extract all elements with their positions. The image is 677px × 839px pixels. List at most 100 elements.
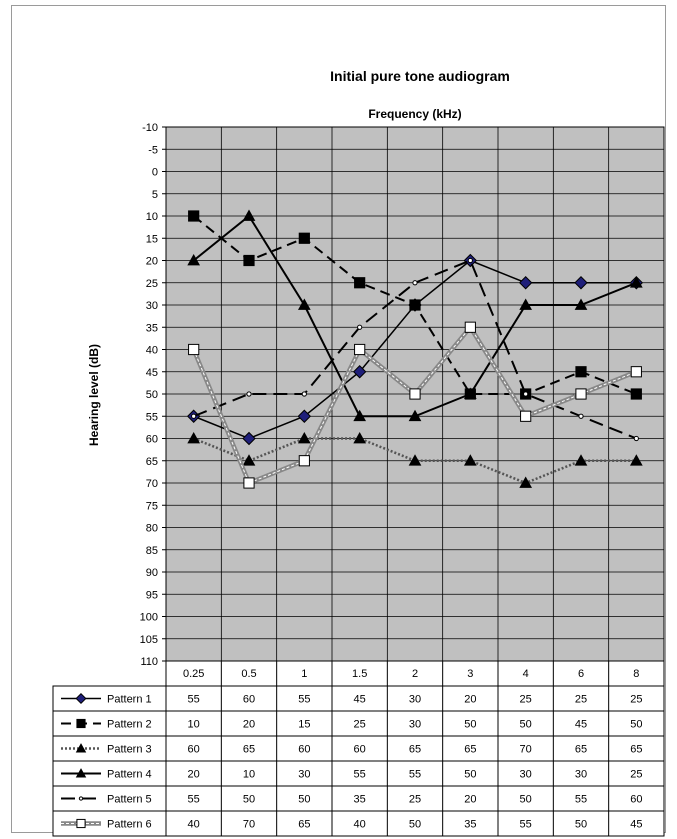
y-axis-label: Hearing level (dB)	[87, 344, 101, 446]
x-tick-label: 4	[523, 668, 529, 680]
data-point	[630, 388, 642, 400]
y-tick-label: 85	[146, 545, 158, 557]
table-cell: 25	[354, 719, 366, 731]
data-point	[188, 210, 200, 222]
x-tick-label: 1	[301, 668, 307, 680]
data-point	[242, 431, 256, 446]
legend-label: Pattern 6	[107, 819, 152, 831]
data-point	[352, 365, 367, 379]
data-point	[297, 298, 311, 310]
data-point	[191, 413, 197, 419]
y-tick-label: 70	[146, 478, 158, 490]
table-cell: 50	[243, 794, 255, 806]
table-cell: 50	[575, 819, 587, 831]
table-cell: 20	[243, 719, 255, 731]
x-tick-label: 2	[412, 668, 418, 680]
table-cell: 30	[575, 769, 587, 781]
table-cell: 55	[188, 794, 200, 806]
y-tick-label: 75	[146, 500, 158, 512]
data-point	[301, 391, 307, 397]
data-point	[519, 298, 533, 310]
y-tick-label: 55	[146, 411, 158, 423]
table-cell: 65	[575, 744, 587, 756]
table-cell: 55	[575, 794, 587, 806]
data-point	[467, 257, 473, 264]
table-cell: 55	[188, 694, 200, 706]
y-tick-label: 0	[152, 167, 158, 179]
table-cell: 70	[243, 819, 255, 831]
data-point	[243, 477, 255, 489]
table-cell: 60	[243, 694, 255, 706]
legend-label: Pattern 2	[107, 719, 152, 731]
y-tick-label: 65	[146, 456, 158, 468]
data-point	[633, 435, 639, 442]
table-cell: 25	[575, 694, 587, 706]
y-tick-label: 50	[146, 389, 158, 401]
data-point	[629, 276, 643, 288]
legend-label: Pattern 4	[107, 769, 152, 781]
data-point	[243, 254, 255, 267]
data-point	[353, 431, 367, 444]
table-cell: 55	[520, 819, 532, 831]
y-tick-label: 25	[146, 278, 158, 290]
y-tick-label: 110	[140, 656, 158, 668]
data-point	[297, 409, 312, 423]
data-point	[412, 280, 418, 286]
y-tick-label: 40	[146, 345, 158, 357]
table-cell: 45	[630, 819, 642, 831]
legend-key-marker	[75, 692, 87, 705]
data-point	[242, 454, 256, 466]
series-5	[191, 257, 639, 442]
table-cell: 50	[409, 819, 421, 831]
data-point	[354, 277, 366, 289]
table-cell: 10	[243, 769, 255, 781]
table-cell: 55	[298, 694, 310, 706]
table-cell: 30	[409, 719, 421, 731]
legend-key-marker	[76, 818, 86, 829]
table-cell: 10	[188, 719, 200, 731]
table-cell: 50	[464, 719, 476, 731]
table-cell: 20	[464, 694, 476, 706]
legend-key-marker	[75, 743, 87, 753]
data-point	[408, 454, 422, 466]
series-line	[193, 259, 637, 440]
series-6	[188, 321, 642, 489]
y-tick-label: -5	[148, 144, 158, 156]
y-tick-label: 10	[146, 211, 158, 223]
legend-label: Pattern 5	[107, 794, 152, 806]
x-tick-label: 6	[578, 668, 584, 680]
data-point	[298, 455, 310, 467]
data-point	[574, 298, 588, 310]
table-cell: 70	[520, 744, 532, 756]
y-tick-label: -10	[142, 122, 158, 134]
table-cell: 20	[464, 794, 476, 806]
data-point	[520, 410, 532, 422]
table-cell: 35	[354, 794, 366, 806]
table-cell: 50	[298, 794, 310, 806]
data-point	[574, 276, 588, 290]
table-cell: 25	[409, 794, 421, 806]
data-point	[463, 454, 477, 466]
data-point	[409, 299, 421, 311]
chart-title: Initial pure tone audiogram	[330, 68, 510, 84]
y-tick-label: 95	[146, 589, 158, 601]
y-tick-label: 20	[146, 256, 158, 268]
table-cell: 55	[409, 769, 421, 781]
data-point	[575, 388, 587, 400]
table-header-row	[165, 660, 665, 687]
data-point	[188, 343, 200, 356]
table-cell: 40	[354, 819, 366, 831]
data-point	[298, 232, 310, 244]
table-cell: 15	[298, 719, 310, 731]
table-cell: 60	[188, 744, 200, 756]
table-cell: 65	[409, 744, 421, 756]
data-point	[630, 366, 642, 378]
table-cell: 55	[354, 769, 366, 781]
data-table: 0.25 0.5 1 1.5 2 3 4 6 8 Pattern 1 55 60 55 45 30 20 25 2…	[52, 660, 665, 837]
x-tick-label: 1.5	[352, 668, 367, 680]
series-3	[187, 431, 643, 488]
x-tick-label: 0.5	[241, 668, 256, 680]
table-cell: 60	[298, 744, 310, 756]
data-point	[242, 209, 256, 221]
